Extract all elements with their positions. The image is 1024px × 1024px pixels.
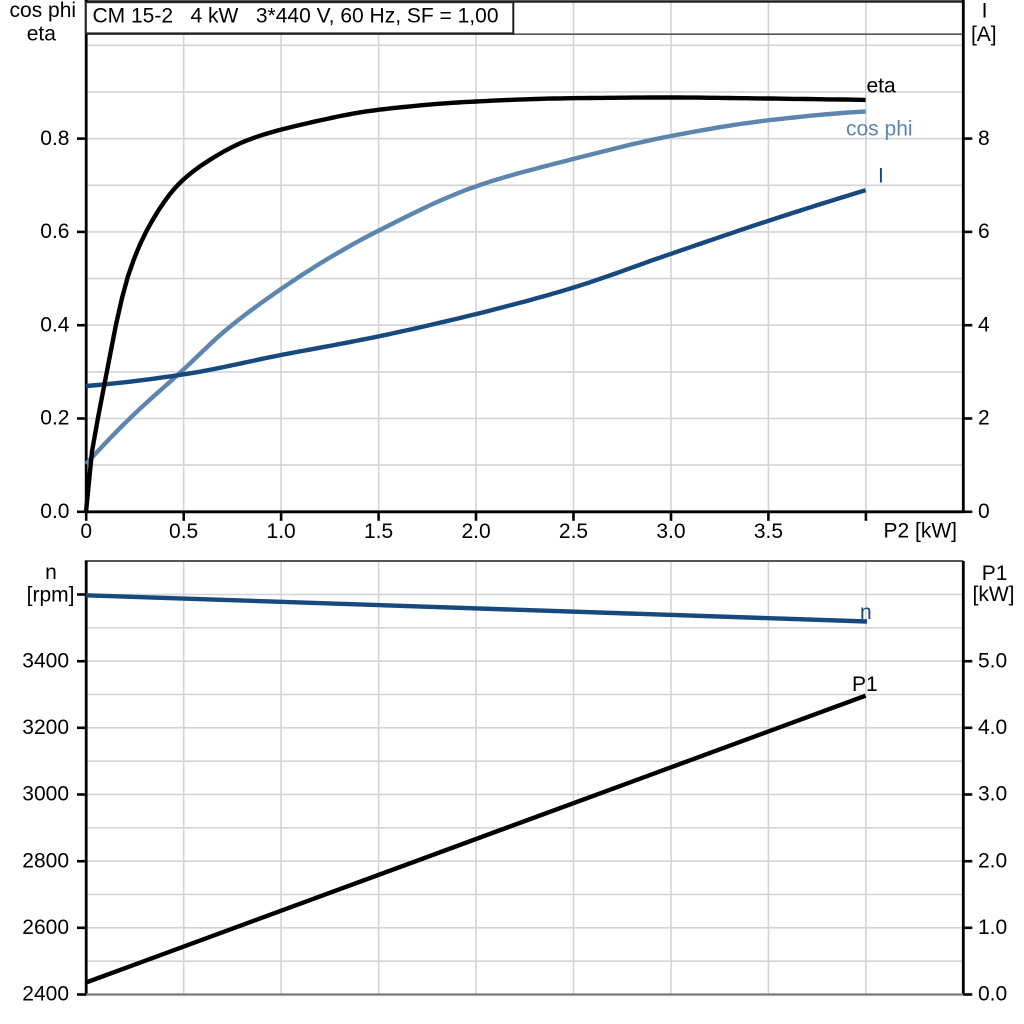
svg-text:0: 0 (978, 500, 990, 523)
svg-text:P1: P1 (982, 562, 1008, 585)
svg-text:2.0: 2.0 (461, 520, 490, 543)
svg-text:4: 4 (978, 313, 990, 336)
svg-text:2600: 2600 (22, 916, 69, 939)
svg-text:2.0: 2.0 (978, 849, 1007, 872)
svg-text:1.0: 1.0 (978, 916, 1007, 939)
svg-text:n: n (860, 601, 872, 624)
svg-text:4.0: 4.0 (978, 716, 1007, 739)
svg-text:P2 [kW]: P2 [kW] (883, 519, 957, 542)
svg-text:6: 6 (978, 220, 990, 243)
svg-text:3400: 3400 (22, 649, 69, 672)
svg-text:P1: P1 (852, 673, 878, 696)
svg-text:eta: eta (27, 23, 57, 46)
svg-text:0.4: 0.4 (40, 313, 70, 336)
svg-text:2.5: 2.5 (559, 520, 588, 543)
svg-text:cos phi: cos phi (10, 0, 77, 22)
svg-text:2: 2 (978, 407, 990, 430)
svg-text:3.5: 3.5 (754, 520, 783, 543)
svg-text:0.5: 0.5 (169, 520, 198, 543)
svg-text:0.6: 0.6 (40, 220, 69, 243)
svg-text:n: n (45, 561, 57, 584)
svg-text:[rpm]: [rpm] (27, 584, 75, 607)
svg-text:0.2: 0.2 (40, 407, 69, 430)
svg-text:2800: 2800 (22, 849, 69, 872)
svg-text:1.0: 1.0 (267, 520, 296, 543)
svg-text:3.0: 3.0 (656, 520, 685, 543)
svg-text:8: 8 (978, 127, 990, 150)
svg-text:3200: 3200 (22, 716, 69, 739)
svg-text:0: 0 (80, 520, 92, 543)
svg-text:[kW]: [kW] (973, 583, 1015, 606)
svg-text:1.5: 1.5 (364, 520, 393, 543)
svg-text:eta: eta (867, 74, 897, 97)
svg-text:[A]: [A] (971, 23, 997, 46)
svg-text:0.8: 0.8 (40, 127, 69, 150)
svg-text:I: I (878, 165, 884, 188)
svg-text:CM 15-2 4 kW 3*440 V, 60 H: CM 15-2 4 kW 3*440 V, 60 Hz, SF = 1,00 (93, 5, 499, 28)
svg-text:cos phi: cos phi (846, 117, 913, 140)
svg-text:3000: 3000 (22, 783, 69, 806)
svg-text:0.0: 0.0 (40, 500, 69, 523)
svg-text:5.0: 5.0 (978, 649, 1007, 672)
svg-text:2400: 2400 (22, 983, 69, 1006)
svg-text:I: I (982, 0, 988, 23)
svg-text:3.0: 3.0 (978, 783, 1007, 806)
svg-text:0.0: 0.0 (978, 983, 1007, 1006)
